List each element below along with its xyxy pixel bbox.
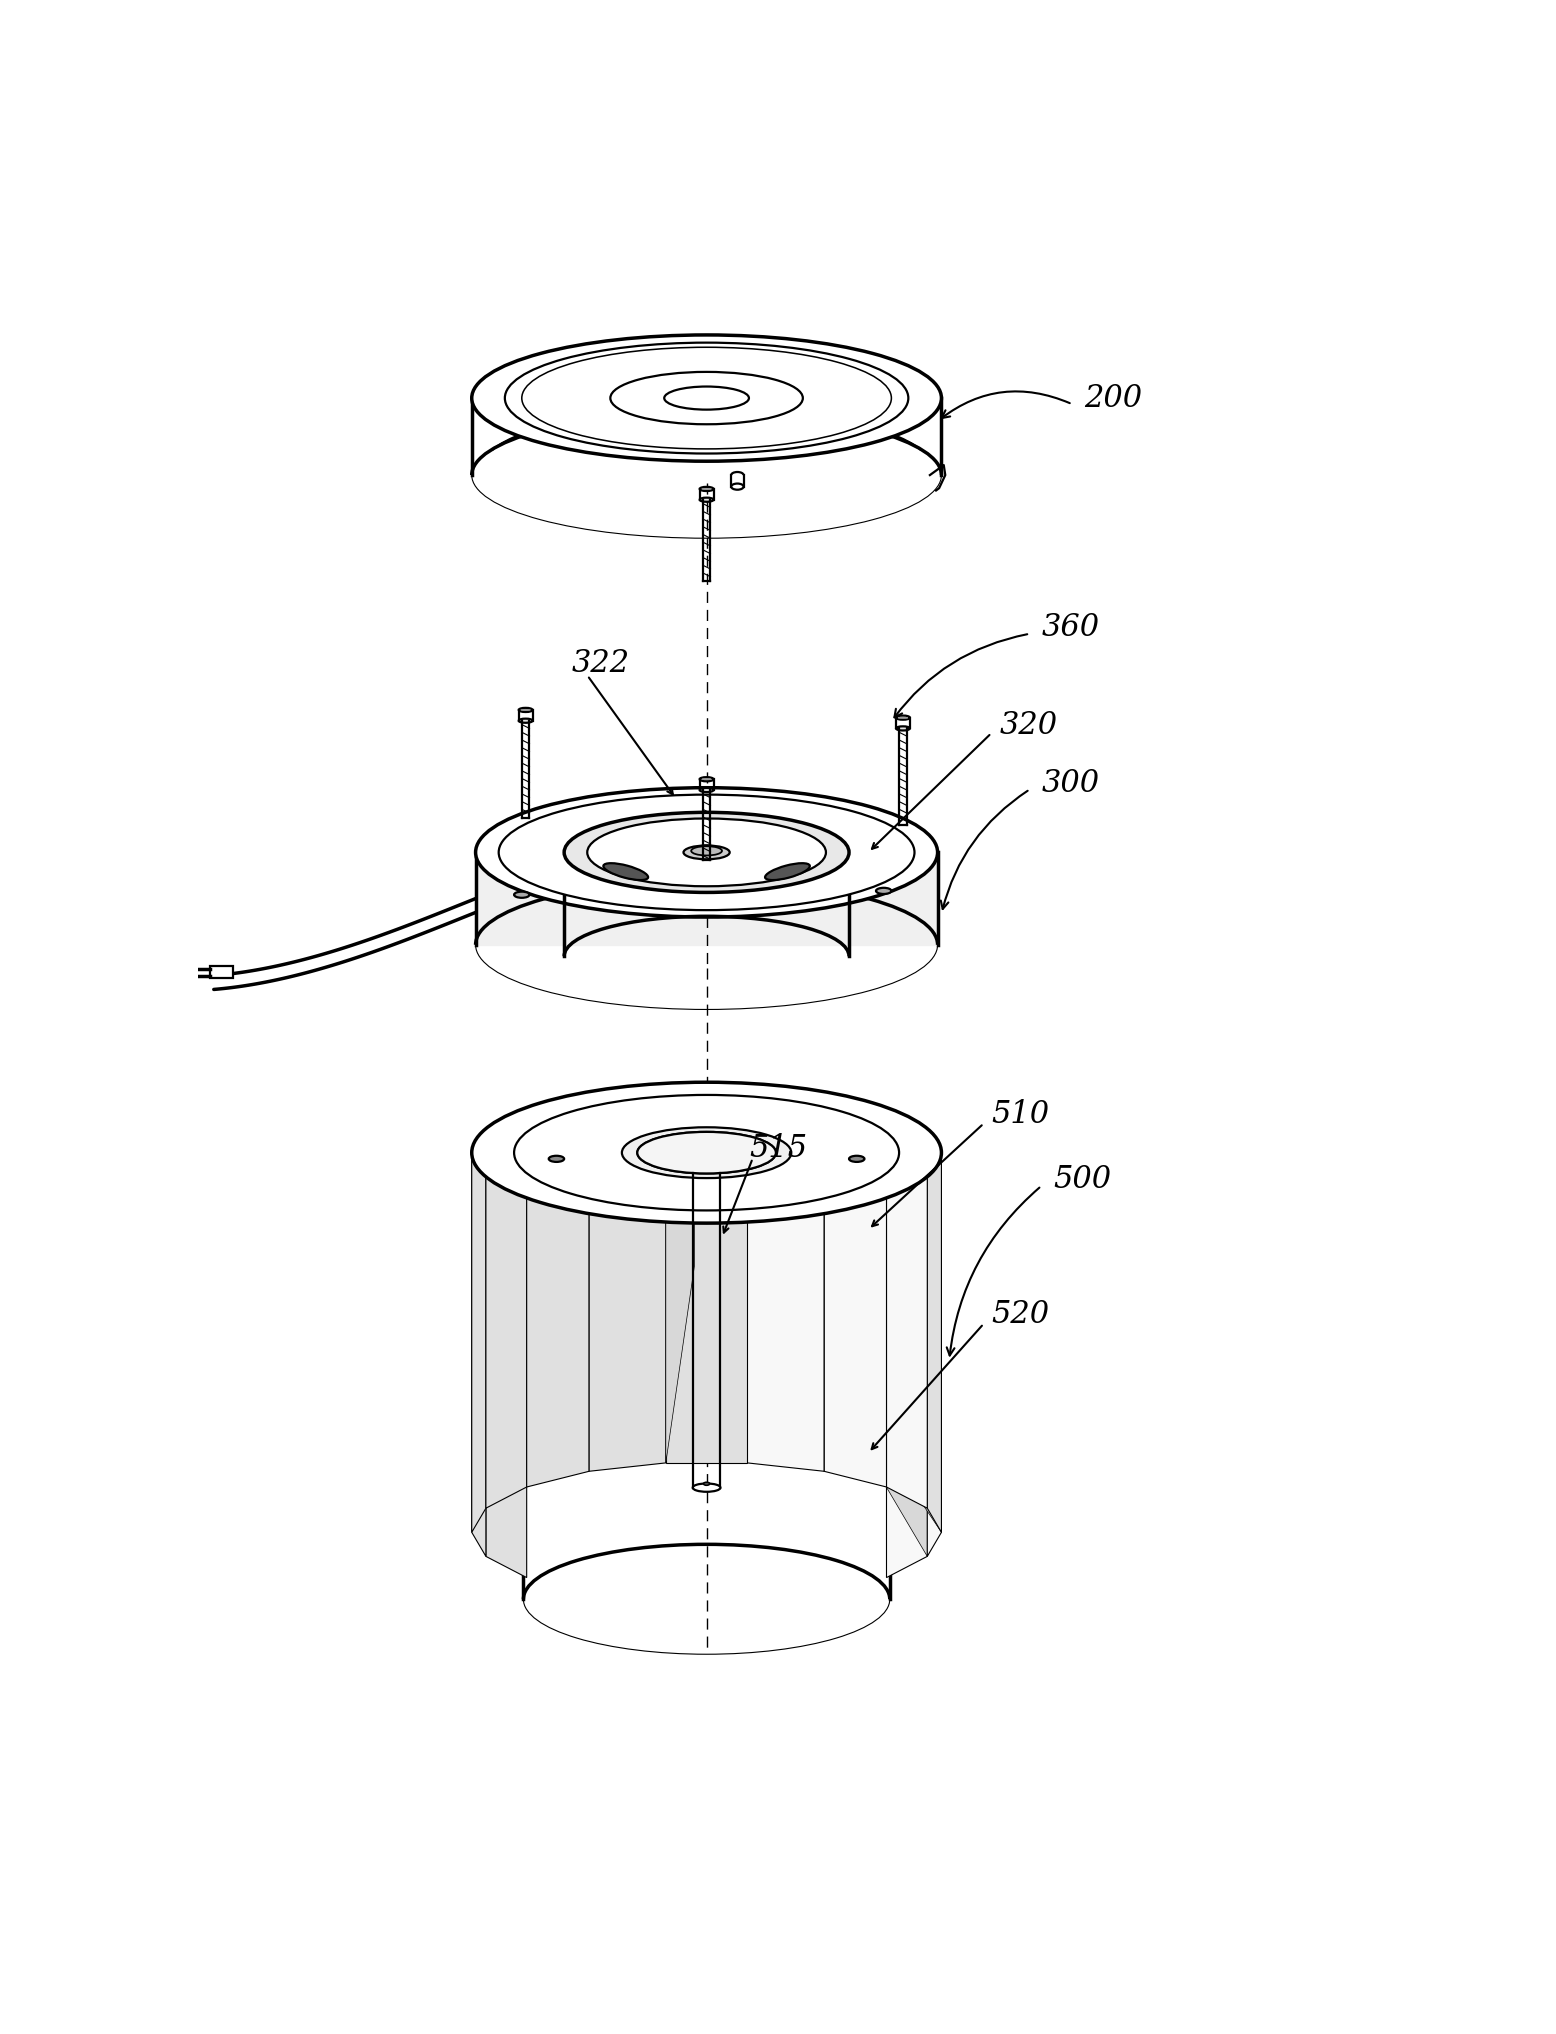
- Polygon shape: [759, 1106, 927, 1145]
- Ellipse shape: [683, 846, 730, 858]
- Polygon shape: [772, 1153, 941, 1178]
- Ellipse shape: [513, 1094, 899, 1210]
- Ellipse shape: [691, 846, 722, 856]
- Polygon shape: [471, 1129, 485, 1532]
- Ellipse shape: [622, 1127, 792, 1178]
- Polygon shape: [887, 1178, 927, 1578]
- Text: 500: 500: [1053, 1163, 1111, 1196]
- Ellipse shape: [850, 1155, 865, 1161]
- Text: 322: 322: [573, 649, 630, 679]
- Ellipse shape: [638, 1131, 776, 1174]
- Polygon shape: [666, 1084, 747, 1462]
- Polygon shape: [747, 1084, 825, 1471]
- Polygon shape: [719, 1084, 825, 1135]
- FancyArrowPatch shape: [946, 1188, 1039, 1355]
- Polygon shape: [719, 1084, 747, 1462]
- Ellipse shape: [664, 386, 748, 409]
- Bar: [210, 966, 233, 978]
- Text: 360: 360: [1041, 612, 1100, 643]
- Ellipse shape: [700, 787, 714, 791]
- Polygon shape: [485, 1106, 654, 1145]
- Polygon shape: [590, 1084, 666, 1471]
- Ellipse shape: [876, 887, 892, 895]
- Text: 520: 520: [991, 1300, 1050, 1330]
- Ellipse shape: [731, 484, 744, 490]
- Ellipse shape: [565, 812, 850, 893]
- Polygon shape: [666, 1084, 747, 1133]
- Polygon shape: [825, 1092, 887, 1487]
- Ellipse shape: [513, 891, 529, 897]
- Ellipse shape: [766, 862, 809, 881]
- Ellipse shape: [699, 846, 714, 852]
- Text: 510: 510: [991, 1098, 1050, 1129]
- FancyArrowPatch shape: [895, 635, 1027, 718]
- FancyArrowPatch shape: [941, 391, 1071, 419]
- Ellipse shape: [896, 716, 910, 720]
- Polygon shape: [526, 1092, 672, 1139]
- Polygon shape: [590, 1084, 694, 1135]
- Ellipse shape: [498, 795, 915, 909]
- Polygon shape: [485, 1106, 526, 1507]
- Ellipse shape: [471, 1082, 941, 1222]
- Polygon shape: [772, 1159, 927, 1556]
- Ellipse shape: [692, 1483, 720, 1491]
- Ellipse shape: [549, 1155, 565, 1161]
- Text: 320: 320: [999, 710, 1058, 740]
- Polygon shape: [471, 1153, 485, 1556]
- Polygon shape: [759, 1159, 927, 1198]
- FancyArrowPatch shape: [941, 791, 1027, 909]
- Polygon shape: [526, 1092, 590, 1487]
- Polygon shape: [927, 1153, 941, 1556]
- Polygon shape: [485, 1178, 526, 1578]
- Ellipse shape: [471, 336, 941, 462]
- Ellipse shape: [587, 818, 826, 887]
- Polygon shape: [741, 1092, 825, 1471]
- Ellipse shape: [703, 1483, 710, 1485]
- Ellipse shape: [504, 342, 909, 454]
- Ellipse shape: [610, 372, 803, 425]
- Polygon shape: [759, 1106, 887, 1487]
- Polygon shape: [741, 1092, 887, 1139]
- Ellipse shape: [521, 348, 892, 450]
- Ellipse shape: [700, 498, 714, 502]
- Polygon shape: [476, 852, 938, 944]
- Polygon shape: [772, 1129, 941, 1153]
- Ellipse shape: [700, 777, 714, 781]
- Ellipse shape: [518, 708, 532, 712]
- Text: 515: 515: [748, 1133, 808, 1163]
- Text: 300: 300: [1041, 767, 1100, 799]
- Ellipse shape: [700, 486, 714, 490]
- Polygon shape: [666, 1084, 694, 1462]
- Polygon shape: [776, 1153, 941, 1532]
- Ellipse shape: [638, 1131, 776, 1174]
- Polygon shape: [471, 1129, 641, 1153]
- Ellipse shape: [518, 718, 532, 722]
- Ellipse shape: [604, 862, 649, 881]
- Polygon shape: [471, 1153, 641, 1178]
- Polygon shape: [887, 1106, 927, 1507]
- Polygon shape: [485, 1159, 654, 1198]
- Ellipse shape: [896, 726, 910, 730]
- Ellipse shape: [476, 787, 938, 917]
- Polygon shape: [772, 1129, 927, 1507]
- Text: 200: 200: [1085, 382, 1142, 413]
- Polygon shape: [927, 1129, 941, 1532]
